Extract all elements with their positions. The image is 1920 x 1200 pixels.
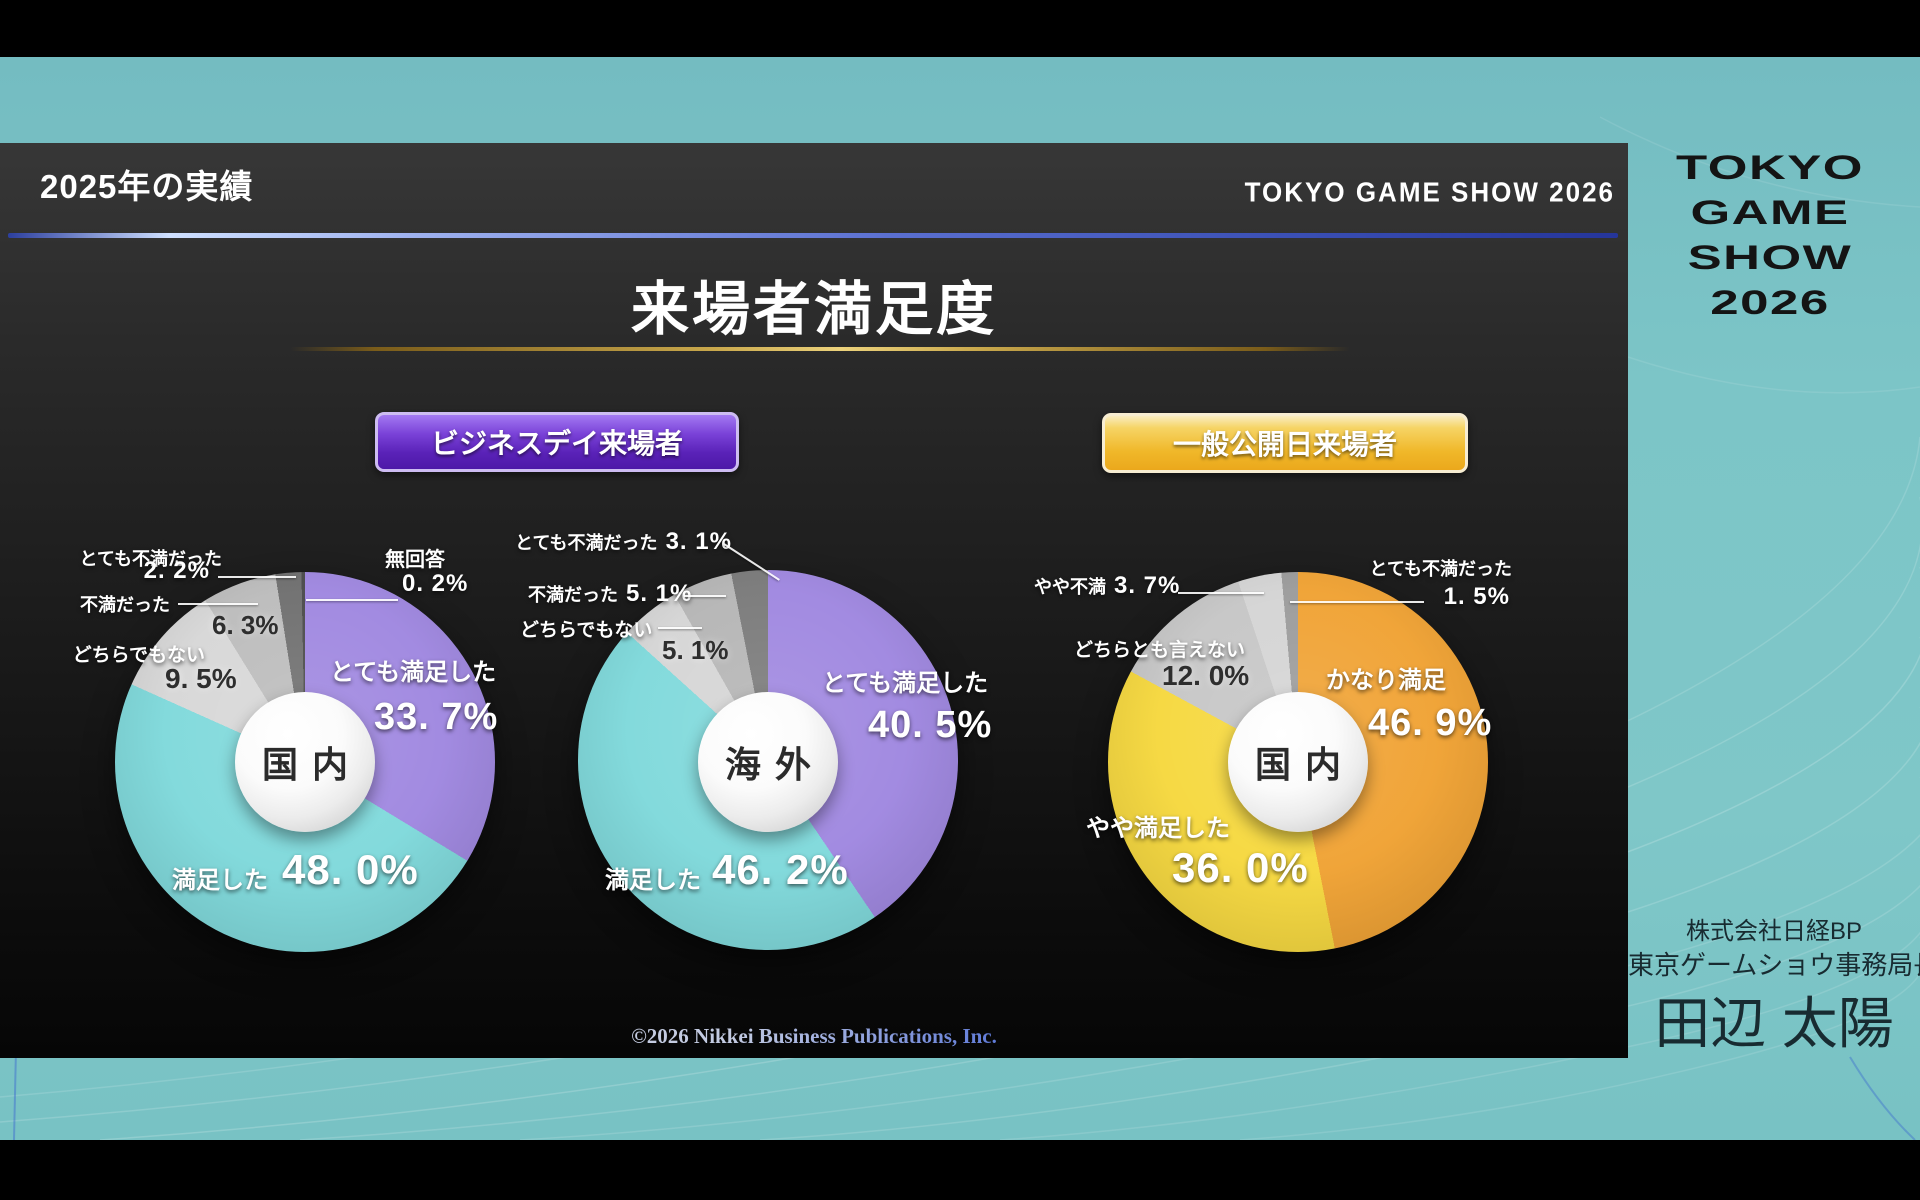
pie1-label-satisfied: 満足した [172,867,268,894]
pie3-label-very-satisfied: かなり満足 [1326,667,1446,694]
tgs-logo-line: 2026 [1710,284,1830,322]
footer-copyright: ©2026 Nikkei Business Publications, Inc. [0,1024,1628,1049]
pie2-pct-very-satisfied: 40. 5% [868,704,993,746]
pie3-pct-very-dissatisfied: 1. 5% [1443,583,1510,610]
pie3-pct-somewhat-satisfied: 36. 0% [1172,844,1309,891]
presenter-role: 東京ゲームショウ事務局長 [1628,950,1920,980]
badge-business-day: ビジネスデイ来場者 [375,412,739,472]
leader-line [1178,592,1264,594]
pie1-pct-very-satisfied: 33. 7% [374,696,499,738]
pie1-label-no-answer: 無回答 [385,549,445,571]
pie2-label-very-satisfied: とても満足した [822,670,989,697]
leader-line [306,599,398,601]
pie3-label-neutral: どちらとも言えない [1073,640,1245,661]
pie3-center-label: 国内 [1254,744,1355,785]
tgs-logo-line: GAME [1690,194,1850,232]
page-title: 来場者満足度 [630,277,997,342]
pie2-pct-satisfied: 46. 2% [712,846,849,893]
pie1-label-very-satisfied: とても満足した [330,659,497,686]
leader-line [218,576,296,578]
title-underline [290,347,1350,351]
leader-line [684,595,726,597]
pie1-pct-neutral: 9. 5% [165,663,237,694]
pie3-pct-very-satisfied: 46. 9% [1368,702,1493,744]
pie2-label-satisfied: 満足した [605,867,701,894]
pie2-pct-neutral: 5. 1% [662,635,729,665]
pie2-center-label: 海外 [724,744,825,785]
pie1-label-very-dissatisfied: とても不満だった [79,549,222,569]
pie1-center: 国内 [235,692,375,832]
pie1-pct-satisfied: 48. 0% [282,846,419,893]
pie1-pct-very-dissatisfied: 2. 2% [143,557,210,584]
pie2-center: 海外 [698,692,838,832]
pie1-pct-dissatisfied: 6. 3% [212,610,279,640]
slide-header-title: 2025年の実績 [40,168,254,205]
tgs-logo-line: SHOW [1687,239,1853,277]
pie3-label-very-dissatisfied: とても不満だった [1369,559,1512,579]
pie3-center: 国内 [1228,692,1368,832]
leader-line [1290,601,1424,603]
leader-line [658,627,702,629]
pie-business-overseas [578,570,958,950]
tgs-sidebar-logo: TOKYO GAME SHOW 2026 [1648,146,1892,326]
company-name: 株式会社日経BP [1685,918,1862,945]
pie2-label-neutral: どちらでもない [520,620,653,641]
letterbox-bottom [0,1140,1920,1200]
pie3-label-somewhat-satisfied: やや満足した [1086,815,1230,842]
pie2-label-dissatisfied: 不満だった 5. 1% [528,580,693,607]
pie3-label-somewhat-dissatisfied: やや不満 3. 7% [1034,572,1181,599]
pie3-pct-neutral: 12. 0% [1162,660,1250,691]
badge-public-day: 一般公開日来場者 [1102,413,1468,473]
presenter-block: 株式会社日経BP 東京ゲームショウ事務局長 田辺 太陽 [1628,916,1920,1060]
pie1-center-label: 国内 [261,744,362,785]
pie1-pct-no-answer: 0. 2% [402,570,469,597]
leader-line [178,603,258,605]
pie1-label-dissatisfied: 不満だった [80,595,170,615]
header-divider-line [8,233,1618,238]
letterbox-top [0,0,1920,57]
pie2-label-very-dissatisfied: とても不満だった 3. 1% [515,528,732,555]
pie1-label-neutral: どちらでもない [72,645,205,666]
tgs-logo-line: TOKYO [1676,149,1864,187]
presenter-name: 田辺 太陽 [1654,992,1894,1055]
tgs-header-logo: TOKYO GAME SHOW 2026 [1244,176,1615,208]
